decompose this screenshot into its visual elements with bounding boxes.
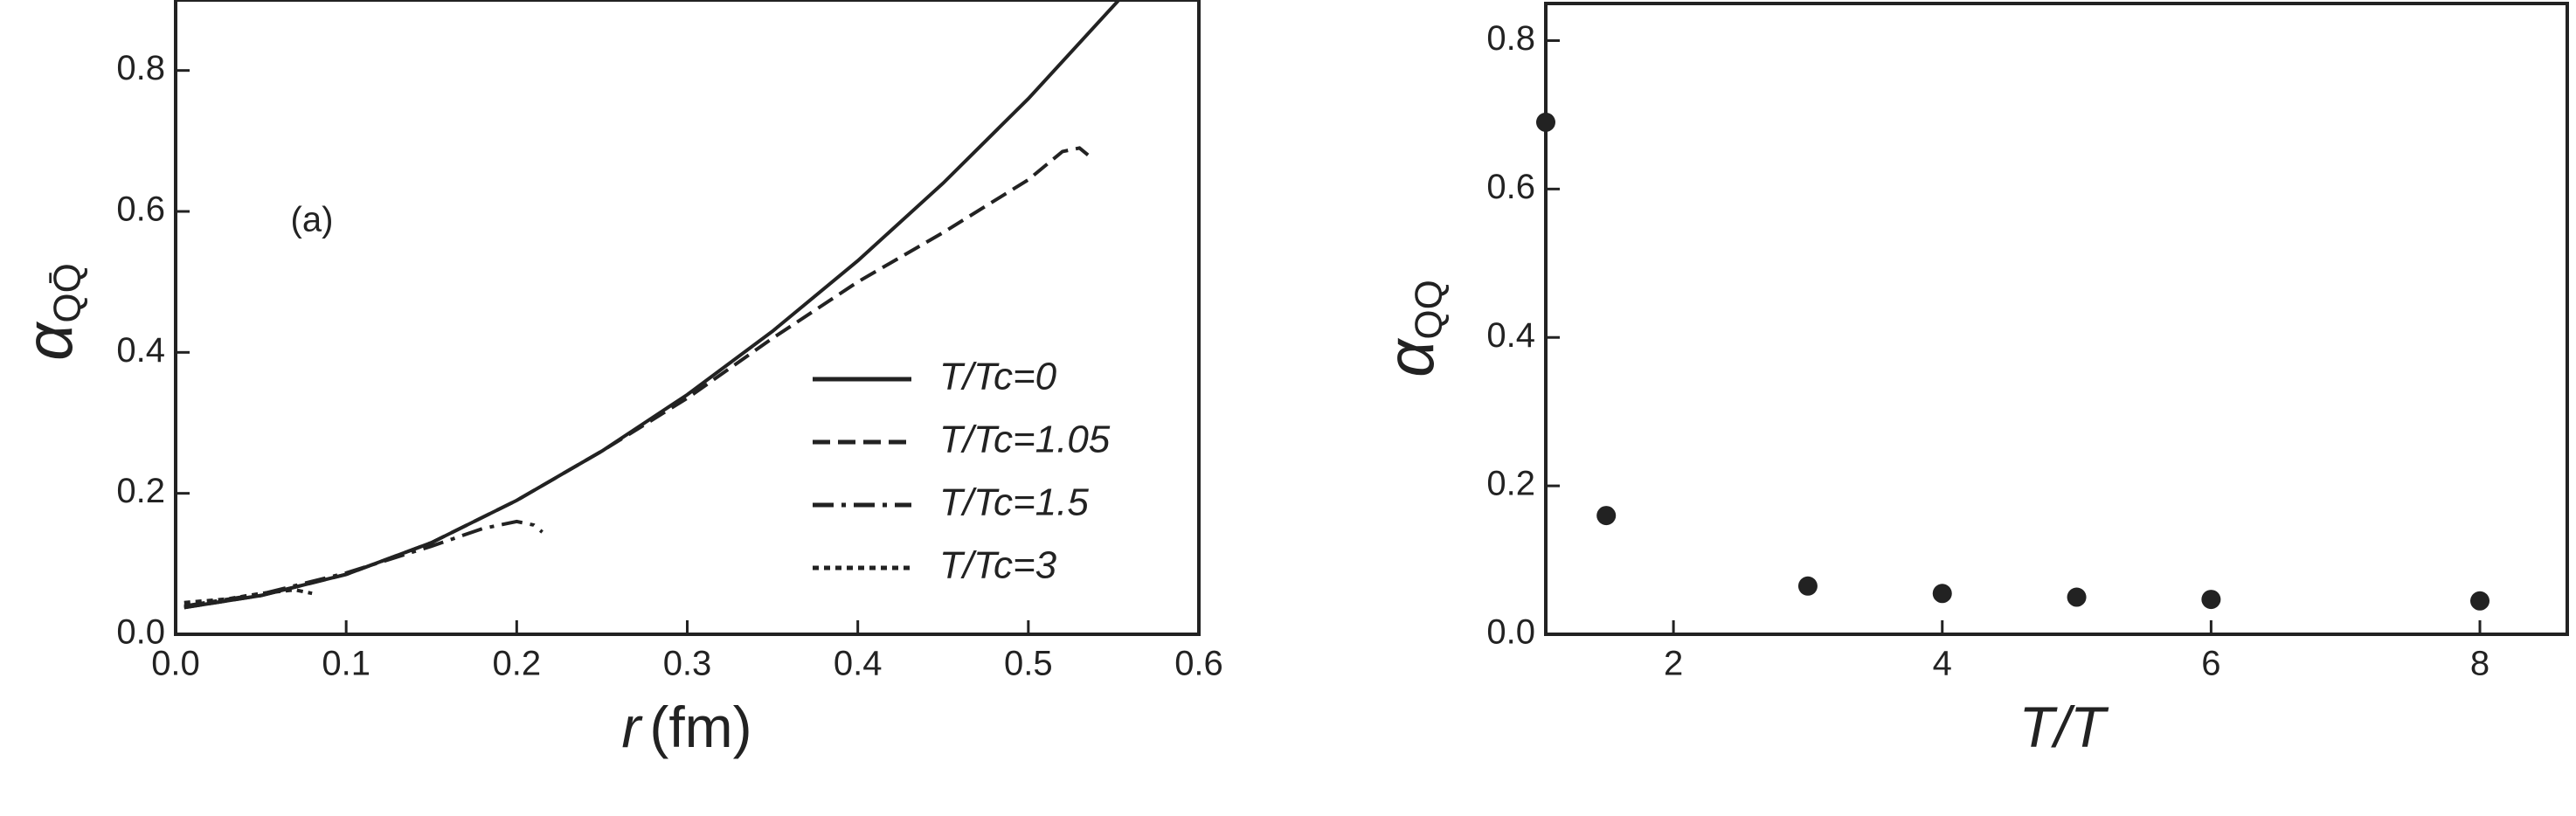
y-label-subscript: QQ̄ bbox=[46, 263, 89, 322]
legend-label: T/Tc=3 bbox=[939, 544, 1057, 587]
annotation: (a) bbox=[291, 201, 334, 239]
y-tick-label: 0.6 bbox=[1486, 168, 1535, 206]
legend-label: T/Tc=1.05 bbox=[939, 418, 1111, 461]
y-tick-label: 0.8 bbox=[116, 49, 165, 87]
x-tick-label: 6 bbox=[2201, 645, 2220, 683]
data-point bbox=[2470, 591, 2490, 611]
data-point bbox=[1536, 112, 1555, 132]
x-label-symbol: r bbox=[621, 695, 643, 759]
x-tick-label: 0.6 bbox=[1174, 645, 1223, 683]
x-tick-label: 0.1 bbox=[322, 645, 370, 683]
x-tick-label: 4 bbox=[1933, 645, 1952, 683]
x-tick-label: 8 bbox=[2470, 645, 2489, 683]
x-label-symbol: T/T bbox=[2019, 695, 2110, 759]
x-tick-label: 0.5 bbox=[1004, 645, 1053, 683]
y-label-symbol: α bbox=[12, 321, 87, 361]
data-point bbox=[1797, 576, 1818, 596]
y-label-symbol: α bbox=[1374, 337, 1448, 377]
data-point bbox=[1932, 584, 1952, 604]
y-tick-label: 0.6 bbox=[116, 190, 165, 229]
plot-frame bbox=[174, 0, 1201, 636]
data-line bbox=[184, 0, 1122, 610]
x-tick-label: 0.4 bbox=[834, 645, 883, 683]
x-axis-label: T/T bbox=[2019, 695, 2110, 759]
y-tick-label: 0.4 bbox=[116, 331, 165, 370]
data-point bbox=[1596, 506, 1617, 526]
plot-frame bbox=[1544, 2, 2569, 636]
data-point bbox=[2067, 587, 2087, 607]
y-axis-label: αQQ̄ bbox=[12, 263, 89, 361]
y-tick-label: 0.4 bbox=[1486, 316, 1535, 355]
legend-label: T/Tc=1.5 bbox=[939, 481, 1089, 524]
x-tick-label: 0.3 bbox=[663, 645, 712, 683]
series-group bbox=[184, 0, 1122, 610]
x-label-unit: (fm) bbox=[649, 695, 751, 759]
y-tick-label: 0.0 bbox=[116, 613, 165, 652]
data-point bbox=[2201, 590, 2221, 610]
legend-label: T/Tc=0 bbox=[939, 356, 1057, 398]
x-tick-label: 0.0 bbox=[151, 645, 200, 683]
y-tick-label: 0.0 bbox=[1486, 613, 1535, 652]
data-line bbox=[184, 588, 313, 605]
x-axis-label: r (fm) bbox=[621, 695, 751, 759]
x-tick-label: 2 bbox=[1664, 645, 1683, 683]
y-axis-label: αQQ bbox=[1374, 280, 1451, 377]
y-label-subscript: QQ bbox=[1408, 280, 1451, 339]
data-line bbox=[184, 519, 544, 608]
y-tick-label: 0.2 bbox=[1486, 465, 1535, 503]
y-tick-label: 0.2 bbox=[116, 472, 165, 510]
x-tick-label: 0.2 bbox=[493, 645, 542, 683]
y-tick-label: 0.8 bbox=[1486, 19, 1535, 58]
